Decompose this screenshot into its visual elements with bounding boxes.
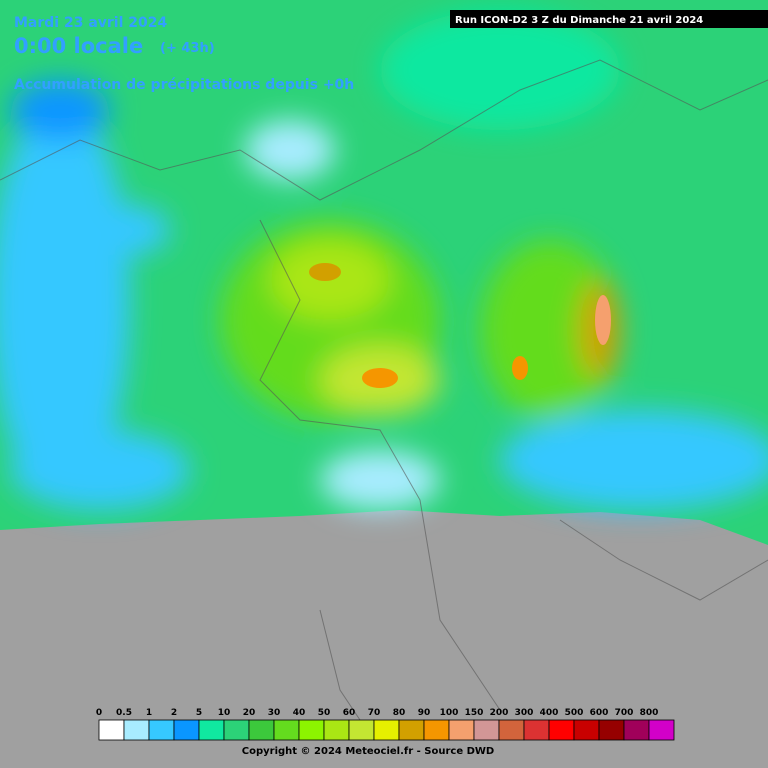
legend-swatch [498, 719, 525, 741]
legend-swatch [523, 719, 550, 741]
legend-swatch [473, 719, 500, 741]
legend-label: 90 [418, 708, 431, 718]
date: Mardi 23 avril 2024 [14, 15, 168, 31]
legend-swatch [423, 719, 450, 741]
legend-label: 5 [196, 708, 202, 718]
legend-swatch [248, 719, 275, 741]
borders [0, 59, 768, 721]
legend-swatch [448, 719, 475, 741]
legend-swatch [348, 719, 375, 741]
legend-label: 40 [293, 708, 306, 718]
legend-swatch [373, 719, 400, 741]
subtitle: Accumulation de précipitations depuis +0… [14, 77, 354, 93]
legend-swatch [298, 719, 325, 741]
legend-label: 10 [218, 708, 231, 718]
legend-label: 20 [243, 708, 256, 718]
legend-label: 70 [368, 708, 381, 718]
legend-swatch [273, 719, 300, 741]
legend-label: 600 [590, 708, 609, 718]
legend: 0 0.5 1 2 5 10 20 30 40 50 60 70 80 90 100 150 200 300 400… [96, 708, 675, 741]
legend-swatch [173, 719, 200, 741]
legend-swatch [223, 719, 250, 741]
legend-label: 150 [465, 708, 484, 718]
legend-label: 300 [515, 708, 534, 718]
run-box [450, 10, 768, 28]
legend-swatch [198, 719, 225, 741]
legend-label: 1 [146, 708, 152, 718]
legend-swatch [323, 719, 350, 741]
legend-label: 0 [96, 708, 102, 718]
legend-label: 700 [615, 708, 634, 718]
legend-label: 0.5 [116, 708, 132, 718]
legend-swatch [648, 719, 675, 741]
legend-swatch [123, 719, 150, 741]
legend-label: 500 [565, 708, 584, 718]
legend-swatch [98, 719, 125, 741]
legend-label: 200 [490, 708, 509, 718]
legend-label: 100 [440, 708, 459, 718]
legend-label: 80 [393, 708, 406, 718]
legend-label: 2 [171, 708, 177, 718]
run-label: Run ICON-D2 3 Z du Dimanche 21 avril 202… [455, 15, 703, 26]
legend-label: 50 [318, 708, 331, 718]
legend-swatch [398, 719, 425, 741]
legend-swatch [148, 719, 175, 741]
legend-swatch [548, 719, 575, 741]
lead: (+ 43h) [160, 41, 215, 56]
legend-swatch [573, 719, 600, 741]
legend-label: 60 [343, 708, 356, 718]
time: 0:00 locale [14, 34, 143, 58]
copyright: Copyright © 2024 Meteociel.fr - Source D… [242, 746, 494, 757]
legend-label: 30 [268, 708, 281, 718]
precip-field [0, 0, 768, 545]
legend-swatch [598, 719, 625, 741]
legend-label: 800 [640, 708, 659, 718]
legend-swatch [623, 719, 650, 741]
legend-label: 400 [540, 708, 559, 718]
